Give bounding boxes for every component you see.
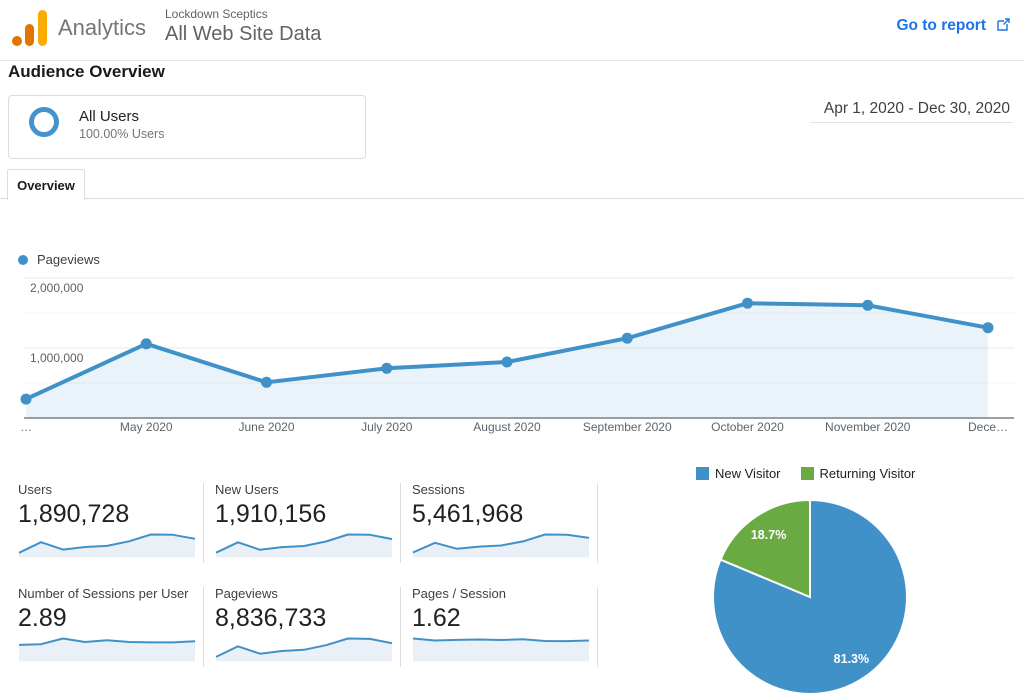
metric-divider <box>597 483 598 563</box>
google-analytics-logo-icon[interactable] <box>12 10 52 48</box>
pie-slice-percent-label: 18.7% <box>751 528 786 542</box>
visitor-type-pie-chart: 81.3% 18.7% <box>712 498 908 695</box>
metric-divider <box>203 483 204 563</box>
segment-name: All Users <box>79 108 140 125</box>
returning-visitor-legend-label: Returning Visitor <box>819 466 916 481</box>
x-axis-tick-label: November 2020 <box>825 420 911 434</box>
segment-card-all-users[interactable]: All Users 100.00% Users <box>8 95 366 159</box>
x-axis-tick-label: September 2020 <box>582 420 672 434</box>
date-range-selector[interactable]: Apr 1, 2020 - Dec 30, 2020 <box>823 100 1010 117</box>
metric-divider <box>400 587 401 667</box>
product-name: Analytics <box>58 15 147 40</box>
x-axis-tick-label: October 2020 <box>711 420 784 434</box>
metric-label[interactable]: Users <box>18 482 52 497</box>
metric-value: 1.62 <box>412 604 461 632</box>
metric-card-sessions-per-user: Number of Sessions per User 2.89 <box>18 586 200 667</box>
x-axis-tick-label: May 2020 <box>119 420 173 434</box>
metric-label[interactable]: New Users <box>215 482 279 497</box>
metric-value: 1,890,728 <box>18 500 130 528</box>
sessions-per-user-sparkline <box>18 637 196 662</box>
tab-overview[interactable]: Overview <box>7 169 85 200</box>
metric-card-users: Users 1,890,728 <box>18 482 200 563</box>
returning-visitor-swatch-icon <box>800 467 814 480</box>
metric-value: 2.89 <box>18 604 67 632</box>
metric-divider <box>597 587 598 667</box>
pageviews-legend-dot-icon <box>18 254 28 265</box>
open-in-new-icon[interactable] <box>997 18 1010 31</box>
metric-card-pageviews: Pageviews 8,836,733 <box>215 586 397 667</box>
metric-divider <box>400 483 401 563</box>
pageviews-sparkline <box>215 637 393 662</box>
segment-circle-icon <box>29 107 59 137</box>
x-axis-tick-label: August 2020 <box>473 420 541 434</box>
pageviews-line-chart <box>20 277 1014 419</box>
metric-value: 8,836,733 <box>215 604 327 632</box>
x-axis-tick-label: July 2020 <box>361 420 413 434</box>
segment-percent: 100.00% Users <box>79 127 165 141</box>
metric-label[interactable]: Pageviews <box>215 586 278 601</box>
x-axis-tick-label: June 2020 <box>238 420 295 434</box>
metric-card-sessions: Sessions 5,461,968 <box>412 482 594 563</box>
pie-slice-percent-label: 81.3% <box>834 652 869 666</box>
page-title: Audience Overview <box>8 62 165 81</box>
visitor-pie-legend: New Visitor Returning Visitor <box>696 466 915 481</box>
chart-legend: Pageviews <box>18 252 100 267</box>
x-axis-tick-label: … <box>20 420 32 434</box>
property-name[interactable]: All Web Site Data <box>165 23 322 45</box>
x-axis-tick-label: Dece… <box>967 420 1009 434</box>
new-visitor-swatch-icon <box>696 467 709 480</box>
metric-value: 1,910,156 <box>215 500 327 528</box>
y-axis-tick-label: 1,000,000 <box>30 351 84 365</box>
metric-value: 5,461,968 <box>412 500 524 528</box>
metric-divider <box>203 587 204 667</box>
metric-label[interactable]: Pages / Session <box>412 586 506 601</box>
metric-card-pages-per-session: Pages / Session 1.62 <box>412 586 594 667</box>
metric-label[interactable]: Number of Sessions per User <box>18 586 189 601</box>
app-header: Analytics Lockdown Sceptics All Web Site… <box>0 0 1024 61</box>
pageviews-legend-label: Pageviews <box>37 252 100 267</box>
go-to-report-link[interactable]: Go to report <box>896 17 986 34</box>
new-users-sparkline <box>215 533 393 558</box>
y-axis-tick-label: 2,000,000 <box>30 281 84 295</box>
metric-label[interactable]: Sessions <box>412 482 465 497</box>
account-name[interactable]: Lockdown Sceptics <box>165 7 268 21</box>
pie-slice-returning-visitor <box>719 498 811 599</box>
users-sparkline <box>18 533 196 558</box>
new-visitor-legend-label: New Visitor <box>715 466 781 481</box>
metric-card-new-users: New Users 1,910,156 <box>215 482 397 563</box>
sessions-sparkline <box>412 533 590 558</box>
date-range-underline <box>810 122 1013 123</box>
pages-per-session-sparkline <box>412 637 590 662</box>
tab-bar-line <box>0 198 1024 199</box>
